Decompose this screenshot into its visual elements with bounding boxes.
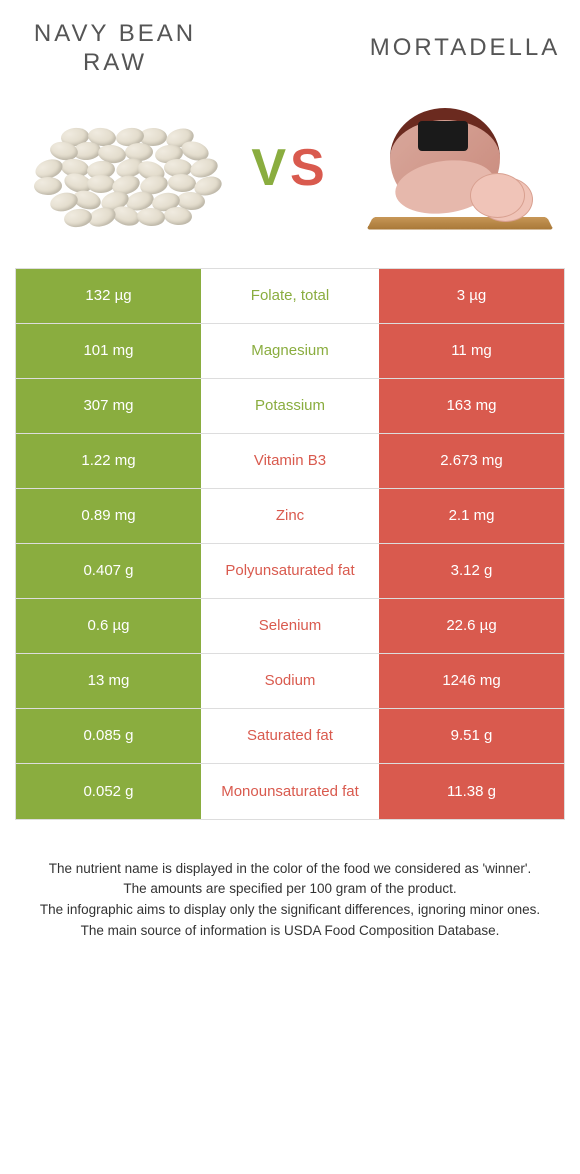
right-value-cell: 2.673 mg xyxy=(379,434,564,488)
table-row: 13 mgSodium1246 mg xyxy=(16,654,564,709)
table-row: 0.6 µgSelenium22.6 µg xyxy=(16,599,564,654)
table-row: 1.22 mgVitamin B32.673 mg xyxy=(16,434,564,489)
footnote-line: The main source of information is USDA F… xyxy=(35,922,545,941)
right-value-cell: 163 mg xyxy=(379,379,564,433)
vs-v: V xyxy=(251,139,290,197)
left-value-cell: 307 mg xyxy=(16,379,201,433)
nutrient-name-cell: Saturated fat xyxy=(201,709,379,763)
left-value-cell: 1.22 mg xyxy=(16,434,201,488)
vs-s: S xyxy=(290,139,329,197)
nutrient-name-cell: Folate, total xyxy=(201,269,379,323)
nutrient-name-cell: Magnesium xyxy=(201,324,379,378)
nutrient-name-cell: Monounsaturated fat xyxy=(201,764,379,819)
left-value-cell: 13 mg xyxy=(16,654,201,708)
images-row: VS xyxy=(15,98,565,238)
left-food-image xyxy=(15,98,225,238)
footnote-line: The nutrient name is displayed in the co… xyxy=(35,860,545,879)
left-food-title: Navy bean raw xyxy=(15,20,215,78)
left-value-cell: 0.89 mg xyxy=(16,489,201,543)
nutrient-name-cell: Polyunsaturated fat xyxy=(201,544,379,598)
table-row: 0.407 gPolyunsaturated fat3.12 g xyxy=(16,544,564,599)
comparison-table: 132 µgFolate, total3 µg101 mgMagnesium11… xyxy=(15,268,565,820)
left-value-cell: 101 mg xyxy=(16,324,201,378)
navy-beans-illustration xyxy=(25,108,215,228)
vs-label: VS xyxy=(251,138,328,198)
nutrient-name-cell: Selenium xyxy=(201,599,379,653)
right-value-cell: 11.38 g xyxy=(379,764,564,819)
table-row: 0.89 mgZinc2.1 mg xyxy=(16,489,564,544)
left-value-cell: 132 µg xyxy=(16,269,201,323)
mortadella-illustration xyxy=(370,103,550,233)
nutrient-name-cell: Potassium xyxy=(201,379,379,433)
right-value-cell: 1246 mg xyxy=(379,654,564,708)
footnote-line: The amounts are specified per 100 gram o… xyxy=(35,880,545,899)
table-row: 101 mgMagnesium11 mg xyxy=(16,324,564,379)
left-value-cell: 0.052 g xyxy=(16,764,201,819)
right-value-cell: 3 µg xyxy=(379,269,564,323)
nutrient-name-cell: Sodium xyxy=(201,654,379,708)
right-food-image xyxy=(355,98,565,238)
footnotes: The nutrient name is displayed in the co… xyxy=(15,860,565,942)
nutrient-name-cell: Vitamin B3 xyxy=(201,434,379,488)
table-row: 132 µgFolate, total3 µg xyxy=(16,269,564,324)
left-value-cell: 0.6 µg xyxy=(16,599,201,653)
footnote-line: The infographic aims to display only the… xyxy=(35,901,545,920)
right-value-cell: 9.51 g xyxy=(379,709,564,763)
left-value-cell: 0.407 g xyxy=(16,544,201,598)
header: Navy bean raw Mortadella xyxy=(15,20,565,78)
right-value-cell: 22.6 µg xyxy=(379,599,564,653)
table-row: 0.085 gSaturated fat9.51 g xyxy=(16,709,564,764)
right-value-cell: 11 mg xyxy=(379,324,564,378)
right-value-cell: 2.1 mg xyxy=(379,489,564,543)
right-food-title: Mortadella xyxy=(365,34,565,63)
nutrient-name-cell: Zinc xyxy=(201,489,379,543)
left-value-cell: 0.085 g xyxy=(16,709,201,763)
table-row: 0.052 gMonounsaturated fat11.38 g xyxy=(16,764,564,819)
right-value-cell: 3.12 g xyxy=(379,544,564,598)
table-row: 307 mgPotassium163 mg xyxy=(16,379,564,434)
